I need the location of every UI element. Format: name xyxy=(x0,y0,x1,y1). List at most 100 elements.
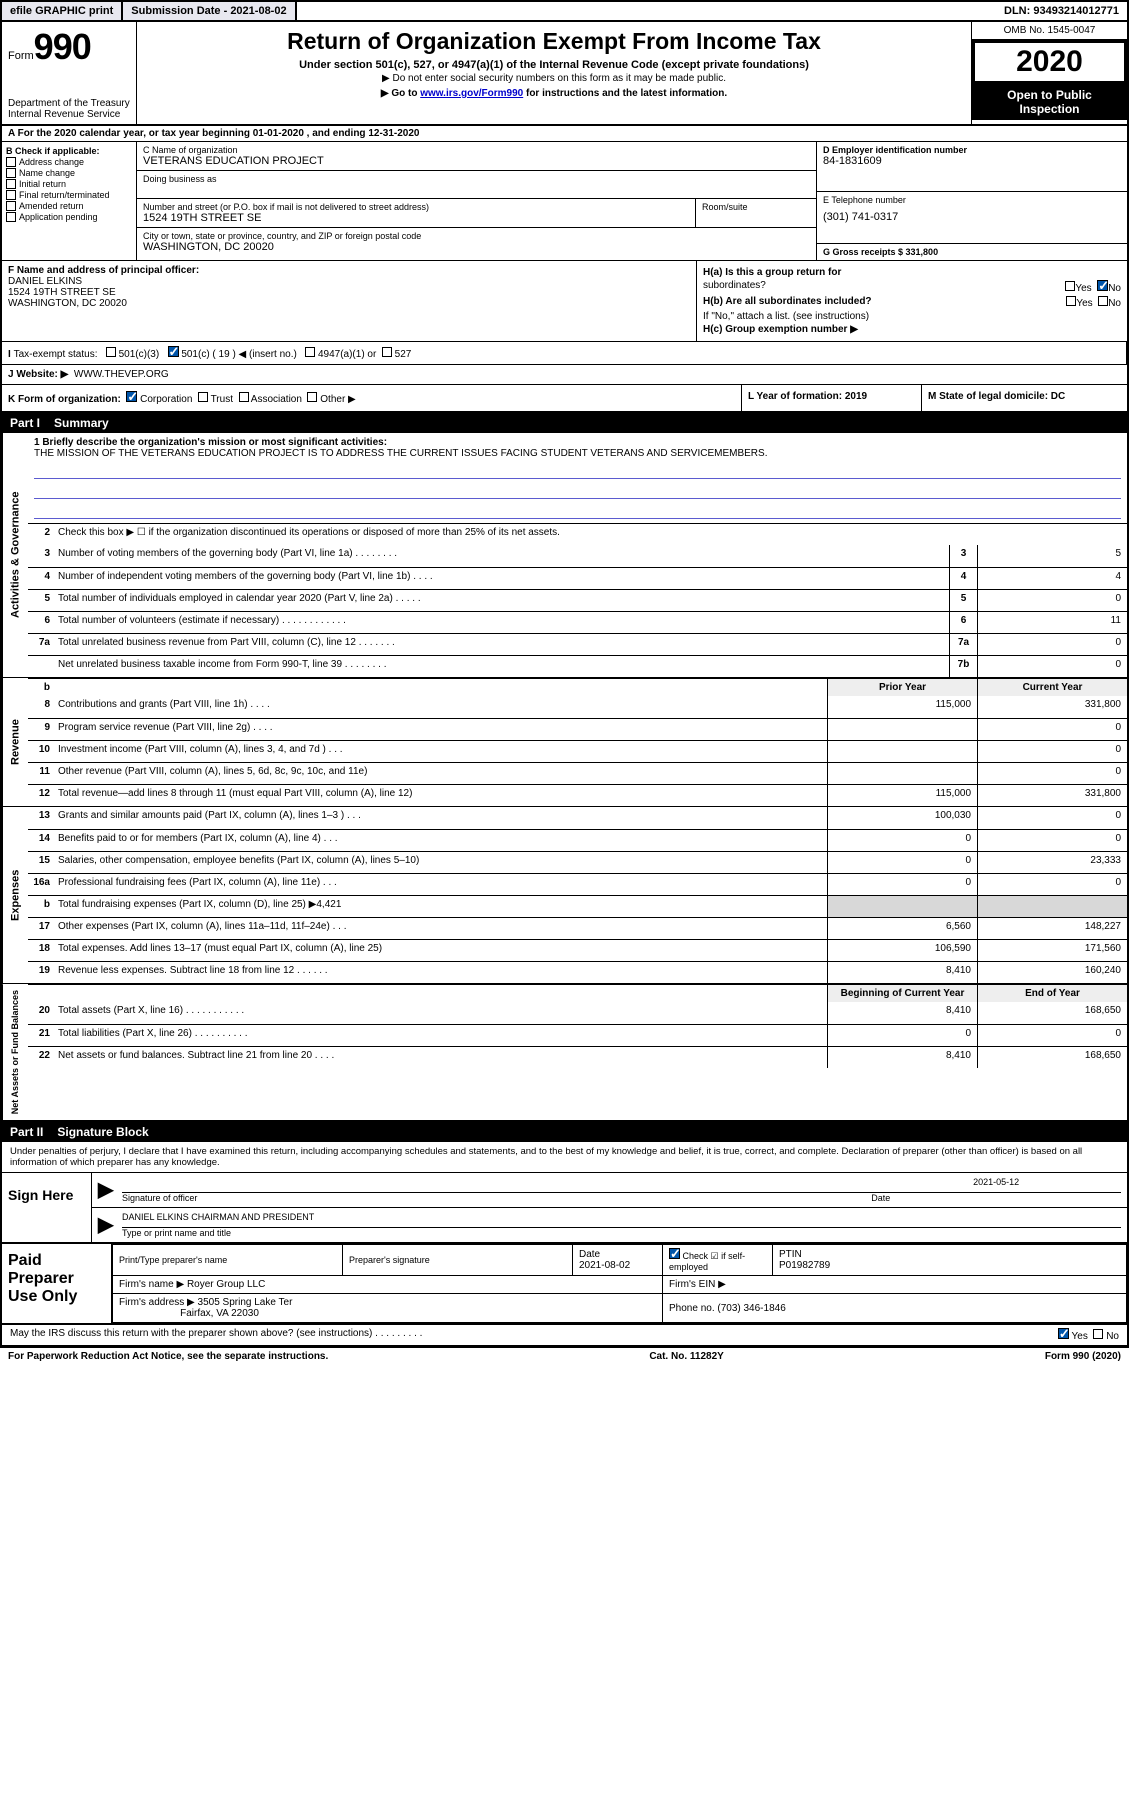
street-row: Number and street (or P.O. box if mail i… xyxy=(137,199,816,228)
section-h: H(a) Is this a group return for subordin… xyxy=(697,261,1127,341)
page-footer: For Paperwork Reduction Act Notice, see … xyxy=(0,1348,1129,1365)
arrow-icon: ▶ xyxy=(98,1177,122,1203)
mission-text: THE MISSION OF THE VETERANS EDUCATION PR… xyxy=(34,448,1121,459)
officer-addr1: 1524 19TH STREET SE xyxy=(8,287,690,298)
revenue-section: Revenue b Prior Year Current Year 8Contr… xyxy=(2,678,1127,807)
ein-cell: D Employer identification number 84-1831… xyxy=(817,142,1127,192)
part2-title: Signature Block xyxy=(57,1125,148,1139)
omb-number: OMB No. 1545-0047 xyxy=(972,22,1127,40)
officer-label: F Name and address of principal officer: xyxy=(8,265,690,276)
chk-application-pending[interactable] xyxy=(6,212,16,222)
discuss-yes: Yes xyxy=(1072,1331,1088,1342)
inspect-line1: Open to Public xyxy=(974,88,1125,102)
principal-officer: F Name and address of principal officer:… xyxy=(2,261,697,341)
dba-cell: Doing business as xyxy=(137,171,816,199)
chk-final-return[interactable] xyxy=(6,190,16,200)
form-header: Form990 Department of the Treasury Inter… xyxy=(2,22,1127,126)
street-label: Number and street (or P.O. box if mail i… xyxy=(143,202,689,212)
lbl-501c: 501(c) ( 19 ) ◀ (insert no.) xyxy=(181,349,297,360)
chk-corporation[interactable] xyxy=(126,391,137,402)
city-value: WASHINGTON, DC 20020 xyxy=(143,241,810,253)
chk-other[interactable] xyxy=(307,392,317,402)
beginning-year-head: Beginning of Current Year xyxy=(827,985,977,1002)
summary-line: 9Program service revenue (Part VIII, lin… xyxy=(28,718,1127,740)
chk-501c[interactable] xyxy=(168,346,179,357)
summary-line: 6Total number of volunteers (estimate if… xyxy=(28,611,1127,633)
netassets-section: Net Assets or Fund Balances Beginning of… xyxy=(2,984,1127,1122)
inspect-line2: Inspection xyxy=(974,102,1125,116)
prep-date-value: 2021-08-02 xyxy=(579,1260,630,1271)
chk-527[interactable] xyxy=(382,347,392,357)
dept-treasury: Department of the Treasury xyxy=(8,98,130,109)
submission-date: Submission Date - 2021-08-02 xyxy=(123,2,296,20)
chk-address-change[interactable] xyxy=(6,157,16,167)
chk-4947[interactable] xyxy=(305,347,315,357)
part2-header: Part II Signature Block xyxy=(2,1122,1127,1142)
chk-association[interactable] xyxy=(239,392,249,402)
firm-addr-label: Firm's address ▶ xyxy=(119,1297,195,1308)
chk-name-change[interactable] xyxy=(6,168,16,178)
self-employed-check[interactable] xyxy=(669,1251,680,1261)
paid-preparer-block: Paid Preparer Use Only Print/Type prepar… xyxy=(2,1244,1127,1325)
lbl-initial-return: Initial return xyxy=(19,179,66,189)
discuss-no: No xyxy=(1106,1331,1119,1342)
hb-no-box[interactable] xyxy=(1098,296,1108,306)
ptin-label: PTIN xyxy=(779,1249,802,1260)
summary-line: 4Number of independent voting members of… xyxy=(28,567,1127,589)
chk-amended[interactable] xyxy=(6,201,16,211)
chk-initial-return[interactable] xyxy=(6,179,16,189)
phone-value: (301) 741-0317 xyxy=(823,211,1121,223)
sign-here-label: Sign Here xyxy=(2,1173,92,1242)
form-subtitle: Under section 501(c), 527, or 4947(a)(1)… xyxy=(145,59,963,71)
street-value: 1524 19TH STREET SE xyxy=(143,212,689,224)
room-suite: Room/suite xyxy=(696,199,816,227)
dln: DLN: 93493214012771 xyxy=(297,2,1127,20)
summary-line: 16aProfessional fundraising fees (Part I… xyxy=(28,873,1127,895)
revenue-colhead: b Prior Year Current Year xyxy=(28,678,1127,696)
summary-line: bTotal fundraising expenses (Part IX, co… xyxy=(28,895,1127,917)
part1-badge: Part I xyxy=(10,416,40,430)
lbl-527: 527 xyxy=(395,349,412,360)
irs-link[interactable]: www.irs.gov/Form990 xyxy=(420,88,523,99)
ha-no-box[interactable] xyxy=(1097,280,1108,291)
header-left: Form990 Department of the Treasury Inter… xyxy=(2,22,137,124)
ha-no: No xyxy=(1108,283,1121,294)
footer-catno: Cat. No. 11282Y xyxy=(649,1351,723,1362)
lbl-amended: Amended return xyxy=(19,201,84,211)
form-title: Return of Organization Exempt From Incom… xyxy=(145,28,963,55)
prep-name-label: Print/Type preparer's name xyxy=(113,1245,343,1276)
summary-line: 22Net assets or fund balances. Subtract … xyxy=(28,1046,1127,1068)
form-number: 990 xyxy=(34,26,91,67)
part1-header: Part I Summary xyxy=(2,413,1127,433)
hb-yes-box[interactable] xyxy=(1066,296,1076,306)
mission-rule3 xyxy=(34,501,1121,519)
dba-label: Doing business as xyxy=(143,174,810,184)
chk-trust[interactable] xyxy=(198,392,208,402)
ha-label: H(a) Is this a group return for xyxy=(703,267,841,278)
discuss-no-box[interactable] xyxy=(1093,1329,1103,1339)
summary-line: Net unrelated business taxable income fr… xyxy=(28,655,1127,677)
org-name-cell: C Name of organization VETERANS EDUCATIO… xyxy=(137,142,816,171)
ha-yes-box[interactable] xyxy=(1065,281,1075,291)
website-row: J Website: ▶ WWW.THEVEP.ORG xyxy=(2,365,1127,385)
end-year-head: End of Year xyxy=(977,985,1127,1002)
section-bcdeg: B Check if applicable: Address change Na… xyxy=(2,142,1127,261)
firm-ein-label: Firm's EIN ▶ xyxy=(663,1276,1127,1294)
netassets-colhead: Beginning of Current Year End of Year xyxy=(28,984,1127,1002)
summary-line: 10Investment income (Part VIII, column (… xyxy=(28,740,1127,762)
sign-date-label: Date xyxy=(871,1193,1121,1203)
summary-line: 12Total revenue—add lines 8 through 11 (… xyxy=(28,784,1127,806)
efile-print-button[interactable]: efile GRAPHIC print xyxy=(2,2,123,20)
part2-badge: Part II xyxy=(10,1125,43,1139)
footer-formno: Form 990 (2020) xyxy=(1045,1351,1121,1362)
summary-line: 5Total number of individuals employed in… xyxy=(28,589,1127,611)
gross-receipts: G Gross receipts $ 331,800 xyxy=(817,244,1127,260)
col-deg: D Employer identification number 84-1831… xyxy=(817,142,1127,260)
discuss-yes-box[interactable] xyxy=(1058,1328,1069,1339)
chk-501c3[interactable] xyxy=(106,347,116,357)
i-label: Tax-exempt status: xyxy=(14,349,98,360)
klm-row: K Form of organization: Corporation Trus… xyxy=(2,385,1127,413)
summary-line: 21Total liabilities (Part X, line 26) . … xyxy=(28,1024,1127,1046)
part1-title: Summary xyxy=(54,416,109,430)
tax-year: 2020 xyxy=(972,40,1127,84)
